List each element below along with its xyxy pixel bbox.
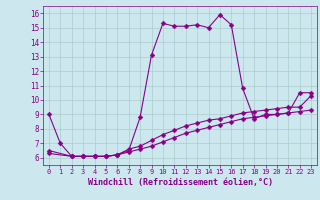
- X-axis label: Windchill (Refroidissement éolien,°C): Windchill (Refroidissement éolien,°C): [87, 178, 273, 187]
